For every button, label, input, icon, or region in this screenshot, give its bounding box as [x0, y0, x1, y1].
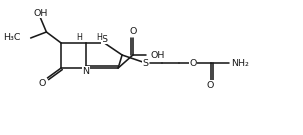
Text: N: N [82, 67, 89, 75]
Text: H: H [97, 33, 102, 41]
Text: H₃C: H₃C [3, 33, 21, 43]
Text: OH: OH [33, 9, 48, 18]
Text: O: O [129, 28, 137, 36]
Text: S: S [102, 35, 107, 43]
Text: O: O [189, 58, 197, 68]
Text: NH₂: NH₂ [231, 58, 249, 68]
Text: O: O [207, 80, 214, 90]
Text: O: O [39, 78, 46, 87]
Text: OH: OH [151, 50, 165, 60]
Text: H: H [76, 33, 82, 41]
Text: S: S [143, 58, 149, 68]
